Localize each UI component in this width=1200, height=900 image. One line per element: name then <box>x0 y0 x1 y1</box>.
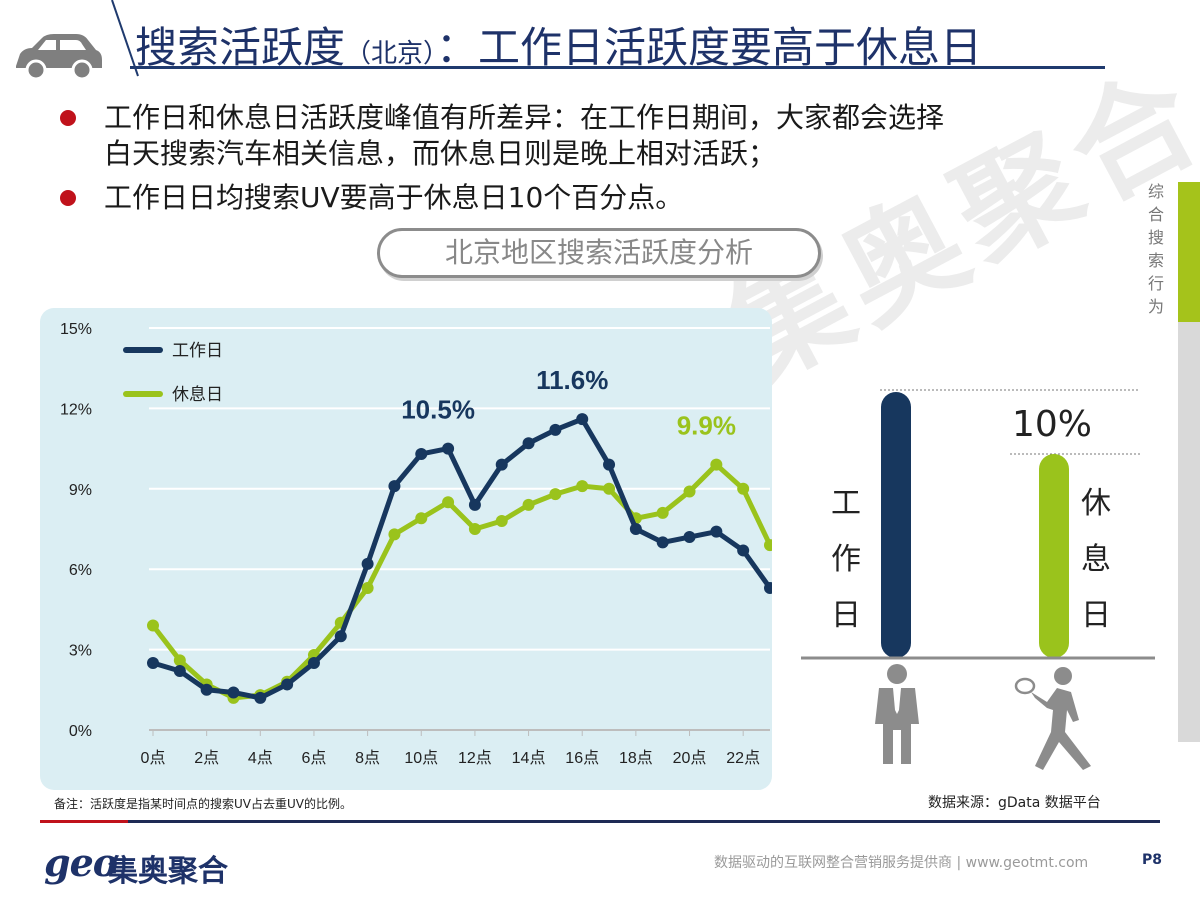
data-point-restday <box>683 485 696 498</box>
data-point-restday <box>415 512 428 525</box>
x-tick-label: 14点 <box>512 749 546 767</box>
page-title: 搜索活跃度（北京）：工作日活跃度要高于休息日 <box>135 23 983 72</box>
x-tick-label: 16点 <box>565 749 599 767</box>
side-nav-label[interactable]: 综合搜索行为 <box>1147 182 1164 316</box>
data-point-restday <box>576 480 589 493</box>
data-point-workday <box>334 630 347 643</box>
data-point-workday <box>415 447 428 460</box>
line-chart: 0% 3% 6% 9% 12% 15% 0点 2点 4点 6点 8点 10点 12点 14点 16点 18点 2… <box>60 321 772 767</box>
data-label: 9.9% <box>677 411 736 441</box>
legend-label: 工作日 <box>172 341 223 360</box>
tennis-player-icon <box>1014 667 1091 770</box>
bullet-text-line1: 工作日和休息日活跃度峰值有所差异：在工作日期间，大家都会选择 <box>104 101 945 134</box>
data-label: 11.6% <box>536 365 608 395</box>
data-point-workday <box>361 557 374 570</box>
restday-bar <box>1039 454 1069 658</box>
data-point-restday <box>710 458 723 471</box>
data-point-workday <box>629 523 642 535</box>
data-point-restday <box>549 488 562 501</box>
logo-geo: geo <box>44 840 118 885</box>
data-label: 10.5% <box>401 395 475 425</box>
data-point-workday <box>576 413 589 426</box>
workday-vertical-label: 工作日 <box>831 486 861 633</box>
bullet-dot <box>60 110 76 126</box>
data-point-workday <box>200 683 213 696</box>
x-tick-label: 18点 <box>619 749 653 767</box>
x-tick-label: 4点 <box>248 749 273 767</box>
data-point-workday <box>281 678 294 691</box>
comparison-graphic <box>801 389 1155 770</box>
data-point-restday <box>656 506 669 519</box>
side-nav-track <box>1178 322 1200 742</box>
x-tick-label: 8点 <box>355 749 380 767</box>
data-point-restday <box>147 619 159 632</box>
series-line-restday <box>151 462 772 701</box>
x-tick-label: 0点 <box>141 749 166 767</box>
page-number: P8 <box>1142 852 1163 868</box>
x-tick-label: 20点 <box>673 749 707 767</box>
data-point-workday <box>227 686 240 699</box>
bullet-text-line1: 工作日日均搜索UV要高于休息日10个百分点。 <box>104 181 684 214</box>
workday-bar <box>881 392 911 658</box>
title-underline <box>130 66 1105 69</box>
data-point-workday <box>495 458 508 471</box>
chart-panel <box>40 308 772 790</box>
chart-note: 备注：活跃度是指某时间点的搜索UV占去重UV的比例。 <box>54 797 352 811</box>
data-point-restday <box>522 498 535 511</box>
data-point-workday <box>549 423 562 436</box>
data-point-restday <box>495 514 508 527</box>
data-point-restday <box>388 528 401 541</box>
data-point-workday <box>307 657 320 669</box>
bullet-text-line2: 白天搜索汽车相关信息，而休息日则是晚上相对活跃； <box>104 137 777 170</box>
data-point-workday <box>442 442 455 455</box>
data-point-workday <box>764 581 772 594</box>
footer-tagline: 数据驱动的互联网整合营销服务提供商 | www.geotmt.com <box>714 855 1089 871</box>
data-point-restday <box>603 482 616 495</box>
data-point-workday <box>710 525 723 538</box>
y-tick-label: 3% <box>69 643 92 660</box>
x-tick-label: 2点 <box>194 749 219 767</box>
car-icon <box>16 34 102 81</box>
data-point-restday <box>764 539 772 552</box>
x-tick-label: 6点 <box>302 749 327 767</box>
data-point-workday <box>147 657 159 669</box>
legend-label: 休息日 <box>172 385 223 404</box>
data-point-workday <box>173 665 186 678</box>
x-tick-label: 10点 <box>404 749 438 767</box>
restday-vertical-label: 休息日 <box>1081 486 1111 633</box>
footer-rule-accent <box>40 820 128 823</box>
y-tick-label: 6% <box>69 562 92 579</box>
data-point-restday <box>361 581 374 594</box>
side-nav-active-indicator <box>1178 182 1200 322</box>
data-point-workday <box>388 480 401 493</box>
x-tick-label: 22点 <box>726 749 760 767</box>
data-point-restday <box>468 523 481 535</box>
data-point-workday <box>603 458 616 471</box>
data-point-workday <box>254 691 267 704</box>
data-point-restday <box>442 496 455 509</box>
logo-company-name: 集奥聚合 <box>108 854 228 889</box>
series-line-workday <box>152 416 772 701</box>
title-divider <box>111 0 139 77</box>
data-point-workday <box>683 531 696 544</box>
y-tick-label: 15% <box>60 321 92 338</box>
data-point-workday <box>737 544 750 557</box>
data-point-workday <box>522 437 535 450</box>
y-tick-label: 12% <box>60 401 92 418</box>
difference-label: 10% <box>1012 404 1093 445</box>
data-point-workday <box>468 498 481 511</box>
data-source: 数据来源：gData 数据平台 <box>928 795 1101 811</box>
section-heading-pill: 北京地区搜索活跃度分析 <box>377 228 821 278</box>
data-point-restday <box>737 482 750 495</box>
footer-rule <box>128 820 1160 823</box>
businessman-icon <box>875 664 919 764</box>
bullet-dot <box>60 190 76 206</box>
data-point-workday <box>656 536 669 549</box>
y-tick-label: 9% <box>69 482 92 499</box>
data-point-restday <box>173 654 186 667</box>
y-tick-label: 0% <box>69 723 92 740</box>
x-tick-label: 12点 <box>458 749 492 767</box>
